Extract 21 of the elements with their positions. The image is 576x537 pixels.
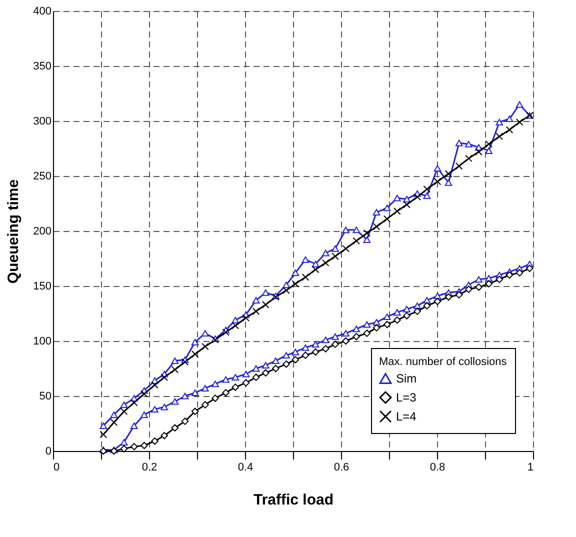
legend-title: Max. number of collosions <box>379 356 508 368</box>
y-tick-label: 200 <box>33 226 52 238</box>
y-tick-label: 350 <box>33 60 52 72</box>
x-tick-label: 1 <box>527 462 534 474</box>
y-tick-label: 300 <box>33 116 52 128</box>
y-tick-label: 0 <box>45 446 52 458</box>
y-tick-label: 400 <box>33 6 52 18</box>
y-tick-label: 150 <box>33 280 52 292</box>
legend-label: Sim <box>396 372 417 386</box>
x-tick-label: 0.4 <box>238 462 254 474</box>
y-tick-label: 50 <box>39 390 52 402</box>
x-tick-label: 0.2 <box>142 462 158 474</box>
legend-label: L=3 <box>396 390 417 404</box>
x-tick-label: 0 <box>54 462 60 474</box>
y-axis-title: Queueing time <box>5 179 22 284</box>
legend-label: L=4 <box>396 410 417 424</box>
x-axis-title: Traffic load <box>253 492 334 508</box>
y-tick-label: 100 <box>33 336 52 348</box>
x-tick-label: 0.8 <box>430 462 446 474</box>
x-tick-label: 0.6 <box>334 462 350 474</box>
y-tick-label: 250 <box>33 170 52 182</box>
